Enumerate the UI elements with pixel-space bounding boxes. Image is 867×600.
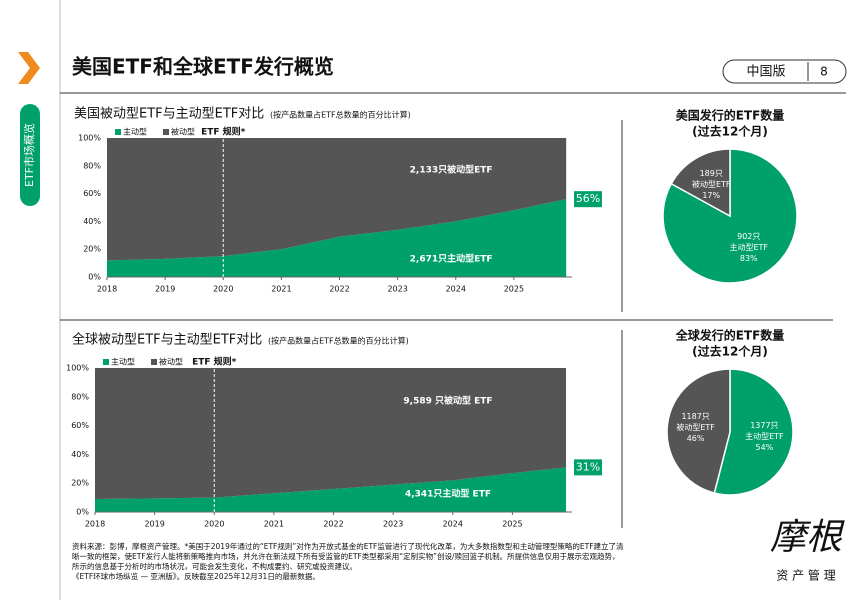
legend-swatch bbox=[151, 359, 157, 365]
x-tick-label: 2021 bbox=[264, 520, 284, 529]
y-tick-label: 80% bbox=[83, 161, 101, 170]
y-tick-label: 0% bbox=[88, 273, 101, 282]
legend-label: 被动型 bbox=[159, 357, 183, 367]
footer: 《ETF环球市场纵览 — 亚洲版》。反映截至2025年12月31日的最新数据。 bbox=[72, 571, 320, 581]
pie-label: 主动型ETF bbox=[745, 431, 784, 441]
legend-label: 主动型 bbox=[123, 127, 147, 137]
y-tick-label: 0% bbox=[76, 508, 89, 517]
x-tick-label: 2023 bbox=[387, 285, 407, 294]
chart-title: 全球被动型ETF与主动型ETF对比 bbox=[72, 332, 262, 348]
legend-label: 主动型 bbox=[111, 357, 135, 367]
pie-slice bbox=[666, 368, 731, 494]
pie-label: 17% bbox=[702, 191, 720, 200]
y-tick-label: 60% bbox=[71, 421, 89, 430]
pie-slice bbox=[662, 148, 798, 284]
x-tick-label: 2024 bbox=[443, 520, 463, 529]
footer: 晰一致的框架，使ETF发行人能将新策略推向市场，并允许在新法规下所有受监管的ET… bbox=[72, 551, 620, 561]
x-tick-label: 2022 bbox=[329, 285, 349, 294]
y-tick-label: 20% bbox=[83, 245, 101, 254]
legend-swatch bbox=[115, 129, 121, 135]
area bbox=[95, 467, 567, 512]
side-tab-text: ETF市场概览 bbox=[22, 123, 36, 187]
x-tick-label: 2018 bbox=[85, 520, 105, 529]
x-tick-label: 2019 bbox=[155, 285, 175, 294]
area-label: 2,671只主动型ETF bbox=[410, 253, 493, 265]
footer: 所示的信息基于分析时的市场状况，可能会发生变化，不构成要约、研究或投资建议。 bbox=[72, 561, 357, 571]
end-label-box bbox=[574, 459, 602, 476]
end-label: 56% bbox=[576, 192, 600, 205]
chevron bbox=[18, 52, 40, 84]
x-tick-label: 2025 bbox=[502, 520, 522, 529]
footer: 资料来源：彭博，摩根资产管理。*美国于2019年通过的“ETF规则”对作为开放式… bbox=[72, 541, 624, 551]
pie-label: 1187只 bbox=[681, 412, 709, 421]
page-number: 8 bbox=[820, 65, 828, 79]
y-tick-label: 80% bbox=[71, 392, 89, 401]
badge bbox=[722, 59, 847, 84]
y-tick-label: 60% bbox=[83, 189, 101, 198]
pie-label: 189只 bbox=[700, 169, 723, 178]
pie-label: 46% bbox=[687, 434, 705, 443]
logo: 摩根 bbox=[770, 517, 845, 558]
legend-label: 被动型 bbox=[171, 127, 195, 137]
x-tick-label: 2022 bbox=[323, 520, 343, 529]
x-tick-label: 2019 bbox=[144, 520, 164, 529]
x-tick-label: 2023 bbox=[383, 520, 403, 529]
end-label-box bbox=[574, 191, 602, 208]
pie-slice bbox=[670, 148, 731, 218]
pie-label: 1377只 bbox=[750, 421, 778, 430]
pie-slice bbox=[713, 368, 794, 496]
x-tick-label: 2020 bbox=[213, 285, 233, 294]
pie-label: 被动型ETF bbox=[676, 422, 715, 432]
y-tick-label: 100% bbox=[66, 364, 89, 373]
area bbox=[95, 368, 567, 500]
x-tick-label: 2024 bbox=[446, 285, 466, 294]
side-tab bbox=[20, 104, 40, 206]
pie-label: 902只 bbox=[737, 232, 760, 241]
area bbox=[107, 199, 567, 277]
pie-subtitle: (过去12个月) bbox=[692, 344, 768, 359]
area bbox=[107, 138, 567, 261]
end-label: 31% bbox=[576, 460, 600, 473]
area-label: 9,589 只被动型 ETF bbox=[403, 395, 492, 407]
logo-sub: 资 产 管 理 bbox=[776, 568, 835, 583]
x-tick-label: 2020 bbox=[204, 520, 224, 529]
legend-swatch bbox=[103, 359, 109, 365]
pie-label: 83% bbox=[740, 254, 758, 263]
x-tick-label: 2021 bbox=[271, 285, 291, 294]
pie-label: 54% bbox=[755, 443, 773, 452]
pie-title: 全球发行的ETF数量 bbox=[675, 328, 785, 343]
rule-label: ETF 规则* bbox=[192, 356, 237, 368]
rule-label: ETF 规则* bbox=[201, 126, 246, 138]
legend-swatch bbox=[163, 129, 169, 135]
badge-text: 中国版 bbox=[746, 65, 785, 80]
x-tick-label: 2018 bbox=[97, 285, 117, 294]
pie-label: 被动型ETF bbox=[692, 179, 731, 189]
area-label: 2,133只被动型ETF bbox=[410, 163, 493, 175]
chart-title: 美国被动型ETF与主动型ETF对比 bbox=[74, 107, 264, 122]
chart-note: (按产品数量占ETF总数量的百分比计算) bbox=[268, 336, 409, 346]
pie-subtitle: (过去12个月) bbox=[692, 124, 768, 139]
pie-title: 美国发行的ETF数量 bbox=[676, 108, 785, 123]
y-tick-label: 40% bbox=[83, 217, 101, 226]
y-tick-label: 40% bbox=[71, 450, 89, 459]
x-tick-label: 2025 bbox=[504, 285, 524, 294]
y-tick-label: 20% bbox=[71, 479, 89, 488]
page-title: 美国ETF和全球ETF发行概览 bbox=[72, 55, 334, 79]
y-tick-label: 100% bbox=[78, 134, 101, 143]
chart-note: (按产品数量占ETF总数量的百分比计算) bbox=[270, 110, 411, 120]
pie-label: 主动型ETF bbox=[729, 242, 768, 252]
area-label: 4,341只主动型 ETF bbox=[405, 488, 491, 500]
